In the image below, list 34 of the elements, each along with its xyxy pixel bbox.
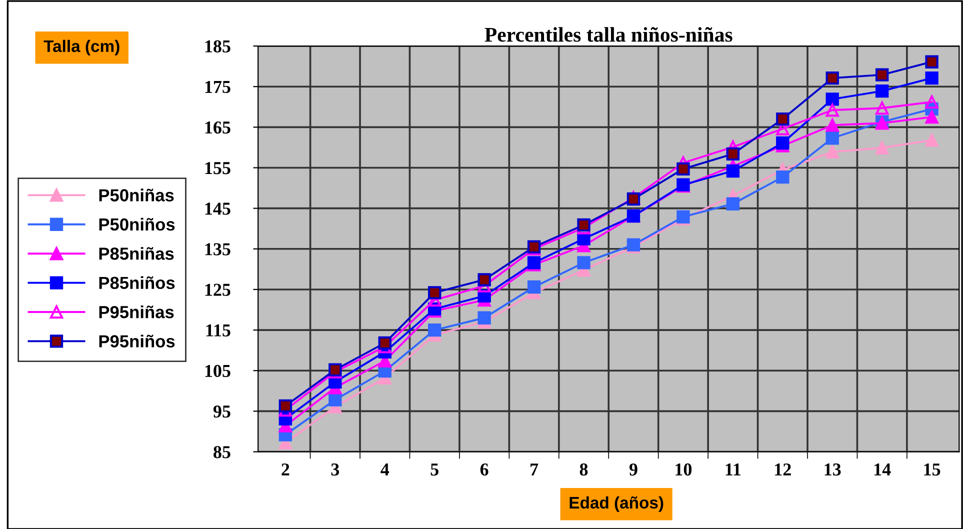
x-tick-label: 10 bbox=[676, 463, 692, 476]
legend-label: P95niños bbox=[99, 334, 175, 348]
y-tick-label: 85 bbox=[214, 446, 230, 458]
y-tick-label: 145 bbox=[205, 202, 230, 215]
x-tick-label: 3 bbox=[331, 463, 340, 476]
x-tick-label: 6 bbox=[480, 463, 488, 476]
x-axis-title: Edad (años) bbox=[570, 496, 664, 512]
x-tick-label: 2 bbox=[282, 463, 290, 476]
y-tick-label: 185 bbox=[205, 40, 230, 52]
y-tick-label: 95 bbox=[213, 406, 230, 418]
legend-label: P95niñas bbox=[99, 306, 174, 318]
x-tick-label: 4 bbox=[380, 464, 390, 476]
x-tick-label: 14 bbox=[874, 463, 891, 476]
y-tick-label: 175 bbox=[205, 80, 230, 94]
y-tick-label: 125 bbox=[205, 284, 230, 296]
legend-label: P85niños bbox=[99, 276, 175, 290]
legend-label: P50niñas bbox=[99, 188, 174, 202]
y-tick-label: 155 bbox=[205, 162, 230, 174]
x-tick-label: 9 bbox=[629, 463, 638, 476]
y-tick-label: 105 bbox=[205, 364, 230, 378]
x-tick-label: 7 bbox=[530, 464, 538, 476]
y-tick-label: 115 bbox=[206, 324, 230, 336]
x-tick-label: 11 bbox=[726, 463, 741, 476]
x-tick-label: 12 bbox=[775, 463, 791, 476]
y-tick-label: 135 bbox=[205, 243, 230, 256]
chart-title: Percentiles talla niños-niñas bbox=[484, 27, 732, 42]
legend-label: P50niños bbox=[99, 218, 175, 231]
x-tick-label: 15 bbox=[924, 463, 940, 476]
y-tick-label: 165 bbox=[205, 121, 230, 134]
x-tick-label: 8 bbox=[580, 463, 588, 476]
x-tick-label: 13 bbox=[824, 463, 841, 476]
legend-label: P85niñas bbox=[99, 247, 174, 260]
text: Talla (cm) bbox=[44, 40, 120, 56]
x-tick-label: 5 bbox=[430, 464, 438, 476]
